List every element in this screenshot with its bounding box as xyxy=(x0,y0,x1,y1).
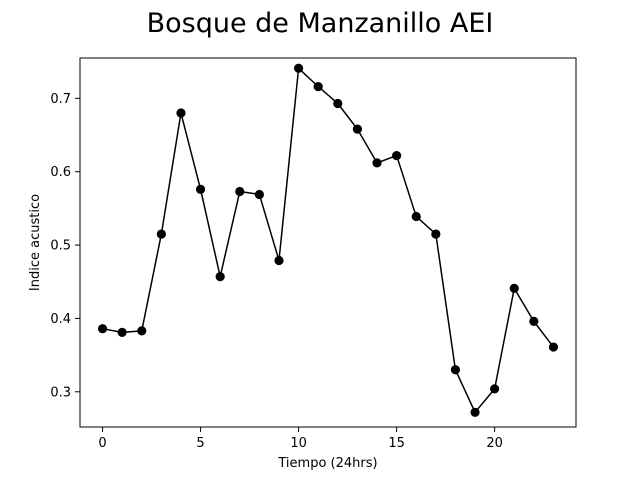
data-point xyxy=(372,158,382,168)
data-point xyxy=(450,365,461,375)
plot-area xyxy=(79,57,577,428)
data-point xyxy=(254,189,264,200)
x-tick-label: 5 xyxy=(196,436,204,451)
series-line xyxy=(102,67,555,414)
y-axis-label: Indice acustico xyxy=(28,194,43,291)
x-axis-label: Tiempo (24hrs) xyxy=(277,456,377,471)
x-tick-label: 20 xyxy=(486,436,503,451)
data-point xyxy=(97,324,108,334)
y-axis: 0.3 0.4 0.5 0.6 0.7 xyxy=(50,92,80,400)
x-tick-label: 15 xyxy=(388,436,405,451)
data-point xyxy=(333,98,343,109)
y-tick-label: 0.6 xyxy=(50,165,71,180)
y-tick-label: 0.5 xyxy=(50,239,71,254)
data-point xyxy=(274,255,284,266)
data-point xyxy=(548,342,559,352)
y-tick-label: 0.4 xyxy=(50,312,71,327)
data-point xyxy=(509,283,519,293)
data-point xyxy=(313,82,323,92)
series-layer xyxy=(97,63,559,417)
data-point xyxy=(195,184,206,194)
data-point xyxy=(293,63,304,73)
data-point xyxy=(431,229,441,239)
data-point xyxy=(490,384,500,394)
data-point xyxy=(156,229,166,239)
data-point xyxy=(411,211,421,222)
data-point xyxy=(176,108,186,118)
data-point xyxy=(117,327,127,337)
x-axis: 0 5 10 15 20 xyxy=(98,427,503,451)
chart-title: Bosque de Manzanillo AEI xyxy=(147,8,494,39)
y-tick-label: 0.3 xyxy=(50,385,71,400)
x-tick-label: 0 xyxy=(98,436,106,451)
data-point xyxy=(392,150,402,161)
data-point xyxy=(470,407,480,417)
data-point xyxy=(352,124,363,134)
x-tick-label: 10 xyxy=(290,436,307,451)
data-point xyxy=(235,186,245,197)
y-tick-label: 0.7 xyxy=(50,92,71,107)
data-point xyxy=(215,272,225,282)
data-point xyxy=(137,326,147,336)
data-point xyxy=(529,316,539,326)
